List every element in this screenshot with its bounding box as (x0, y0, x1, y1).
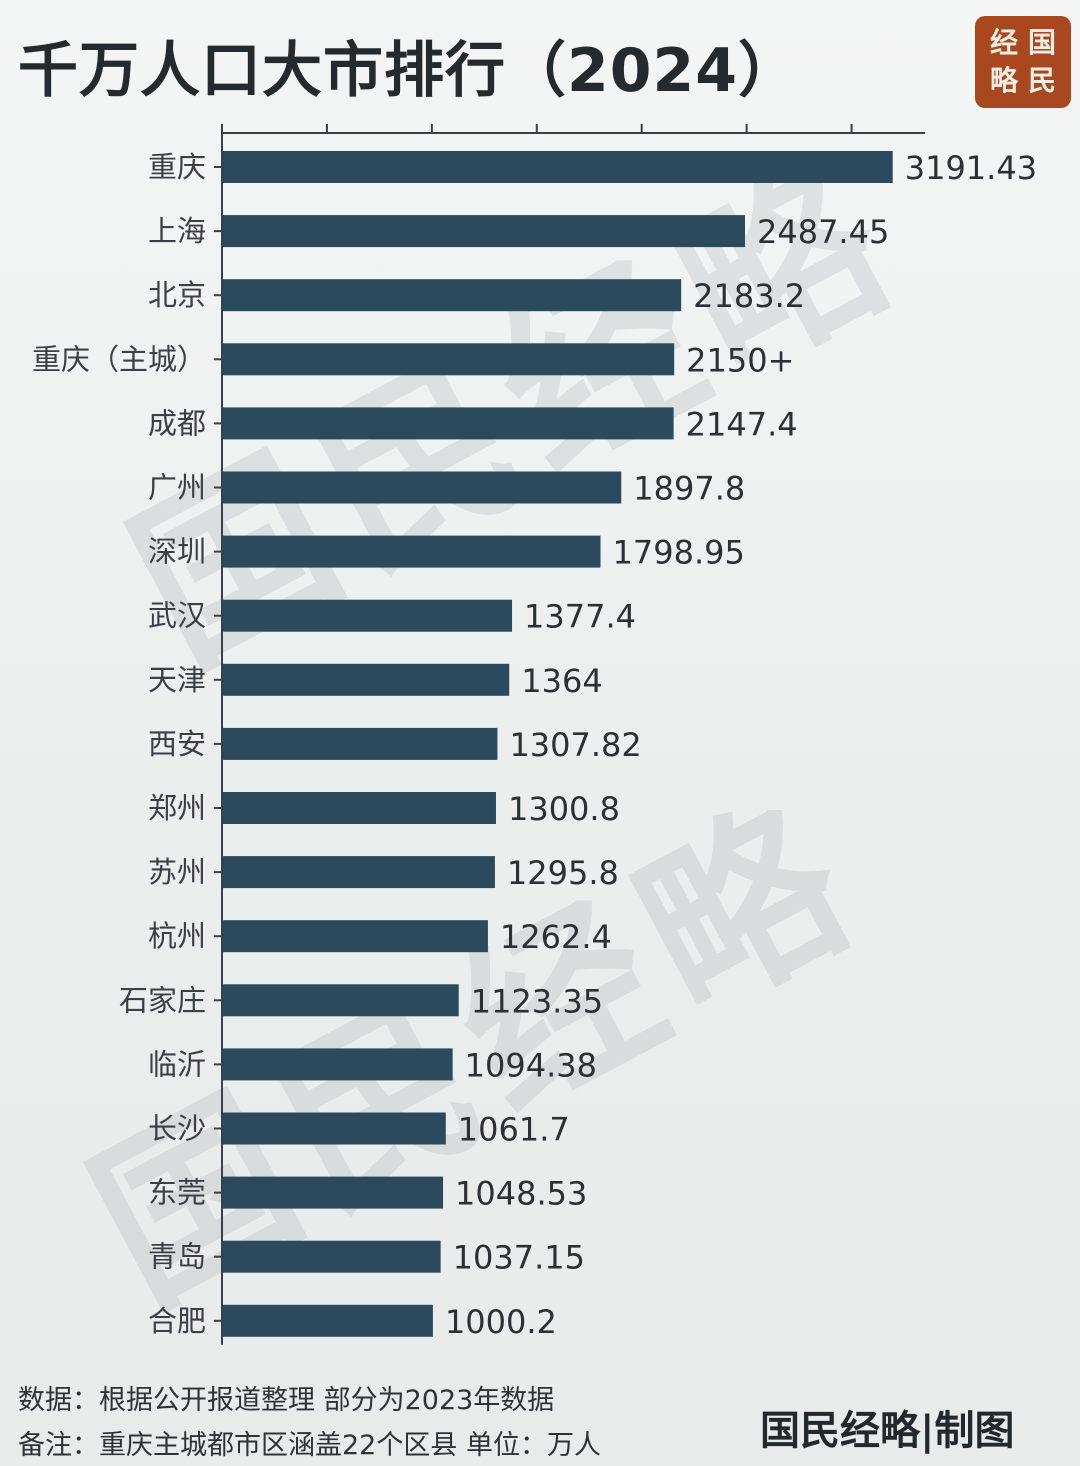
footer-brand: 国民经略|制图 (760, 1407, 1015, 1454)
bar (223, 1112, 446, 1145)
category-label: 武汉 (148, 599, 206, 633)
value-label: 1307.82 (509, 726, 641, 764)
value-label: 2150+ (686, 341, 794, 379)
category-label: 西安 (148, 727, 206, 761)
category-label: 东莞 (148, 1176, 206, 1210)
bar (223, 279, 682, 312)
category-label: 北京 (148, 278, 206, 312)
bar (223, 215, 745, 248)
footer-source: 数据：根据公开报道整理 部分为2023年数据 (18, 1385, 555, 1416)
category-label: 石家庄 (119, 983, 206, 1017)
category-label: 青岛 (148, 1240, 206, 1274)
chart-title: 千万人口大市排行（2024） (18, 36, 799, 106)
bar (223, 920, 488, 953)
value-label: 1300.8 (508, 790, 620, 828)
value-label: 1037.15 (453, 1239, 585, 1277)
bar (223, 151, 893, 183)
bar (223, 984, 459, 1017)
category-label: 重庆（主城） (32, 342, 206, 376)
bar (223, 535, 601, 568)
value-label: 1897.8 (633, 470, 745, 508)
value-label: 1377.4 (524, 598, 636, 636)
category-label: 天津 (148, 663, 206, 697)
value-label: 2183.2 (693, 277, 805, 315)
value-label: 1364 (521, 662, 602, 700)
value-label: 1061.7 (458, 1111, 570, 1149)
seal-char: 略 (989, 64, 1018, 97)
bar (223, 1048, 453, 1081)
value-label: 2487.45 (757, 213, 889, 251)
value-label: 1262.4 (500, 918, 612, 956)
category-label: 成都 (148, 406, 206, 440)
value-label: 1295.8 (507, 854, 619, 892)
value-label: 1123.35 (471, 982, 603, 1020)
footer-note: 备注：重庆主城都市区涵盖22个区县 单位：万人 (18, 1430, 601, 1461)
seal-char: 经 (989, 26, 1018, 59)
value-label: 1798.95 (613, 534, 745, 572)
value-label: 1000.2 (445, 1303, 557, 1341)
category-label: 杭州 (148, 919, 206, 953)
category-label: 郑州 (148, 791, 206, 825)
bar (223, 599, 513, 632)
category-label: 重庆 (148, 150, 206, 184)
value-label: 2147.4 (686, 405, 798, 443)
category-label: 临沂 (148, 1047, 206, 1081)
category-label: 合肥 (148, 1304, 206, 1338)
category-label: 广州 (148, 471, 206, 505)
bar (223, 727, 498, 760)
bar (223, 1240, 441, 1273)
value-label: 3191.43 (905, 149, 1037, 187)
brand-seal: 经 国 略 民 (975, 16, 1071, 108)
bar (223, 471, 622, 504)
bar (223, 792, 496, 824)
bar (223, 343, 675, 376)
value-label: 1094.38 (465, 1046, 597, 1084)
bar (223, 1176, 444, 1209)
bar (223, 856, 495, 889)
value-label: 1048.53 (455, 1175, 587, 1213)
category-label: 上海 (148, 214, 206, 248)
bar (223, 1304, 433, 1337)
bar (223, 407, 674, 440)
category-label: 苏州 (148, 855, 206, 889)
bar (223, 663, 510, 696)
seal-char: 国 (1027, 26, 1056, 59)
category-label: 长沙 (148, 1112, 206, 1146)
seal-char: 民 (1027, 64, 1056, 97)
category-label: 深圳 (148, 535, 206, 569)
